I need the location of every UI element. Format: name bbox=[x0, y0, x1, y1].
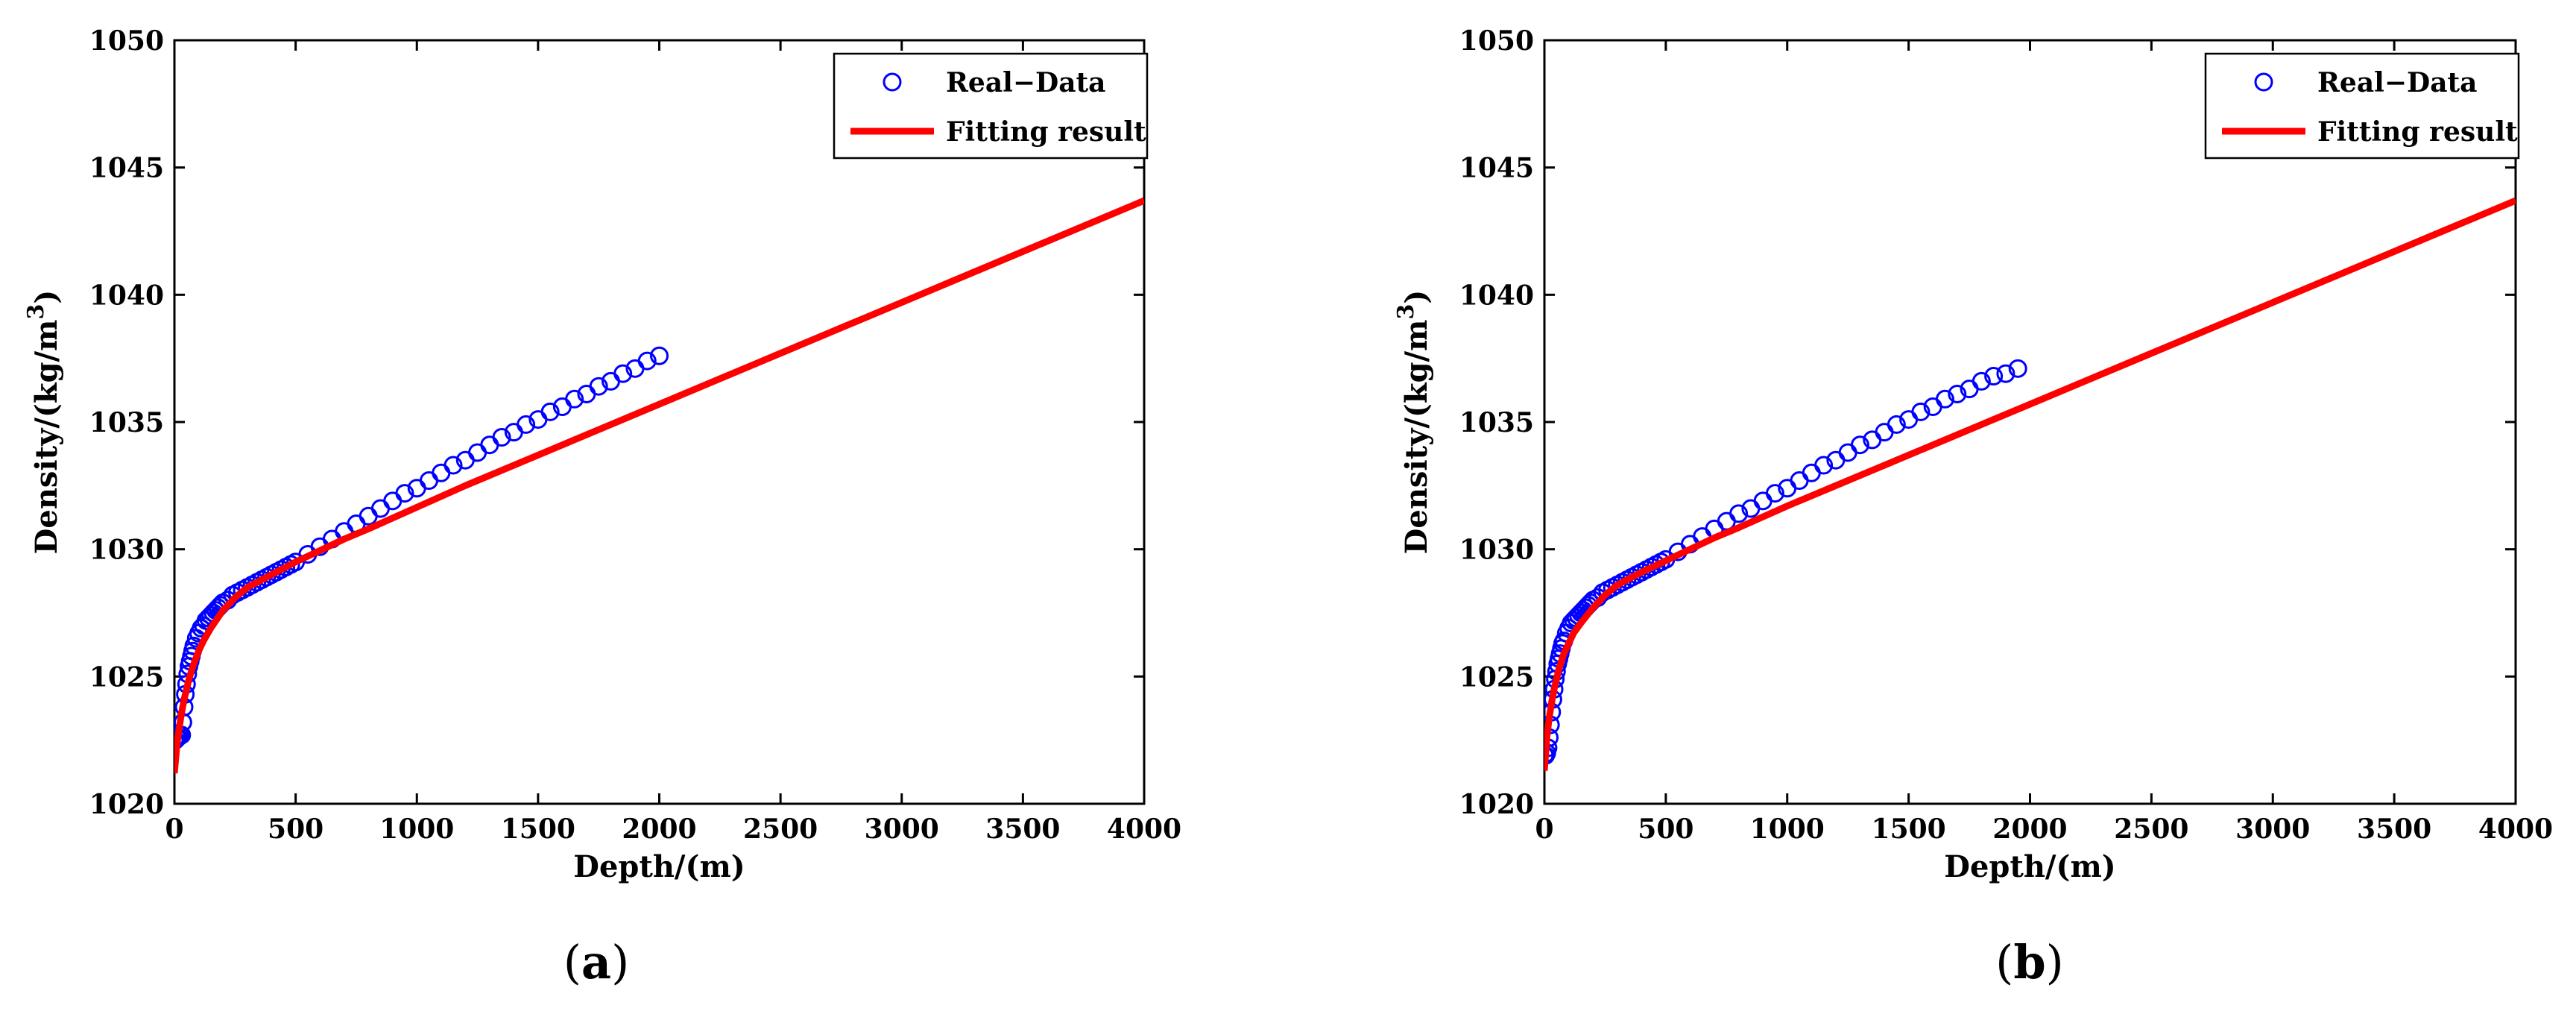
data-layer bbox=[174, 197, 1144, 774]
panel-caption-letter: a bbox=[581, 935, 611, 989]
real-data-point bbox=[1850, 435, 1869, 455]
real-data-point bbox=[443, 456, 463, 475]
x-tick-label: 1500 bbox=[1872, 813, 1946, 845]
y-axis-label-end: ) bbox=[1399, 290, 1434, 304]
y-axis-label-end: ) bbox=[29, 290, 64, 304]
y-tick-label: 1050 bbox=[89, 25, 164, 57]
legend-box bbox=[833, 52, 1149, 160]
real-data-point bbox=[1729, 504, 1749, 523]
y-axis-label-main: Density/(kg/m bbox=[1399, 320, 1434, 555]
y-tick-label: 1050 bbox=[1459, 25, 1534, 57]
real-data-point bbox=[650, 346, 669, 365]
real-data-point bbox=[1996, 364, 2015, 383]
real-data-point bbox=[1838, 443, 1857, 462]
x-tick-label: 3500 bbox=[2357, 813, 2431, 845]
real-data-point bbox=[540, 402, 560, 421]
legend: Real−Data Fitting result bbox=[2204, 52, 2520, 160]
x-axis-label: Depth/(m) bbox=[1944, 849, 2115, 884]
data-layer bbox=[1544, 197, 2516, 771]
real-data-point bbox=[1972, 371, 1991, 391]
legend: Real−Data Fitting result bbox=[833, 52, 1149, 160]
y-tick-label: 1040 bbox=[1459, 280, 1534, 311]
real-data-point bbox=[359, 506, 378, 526]
x-tick-label: 3000 bbox=[865, 813, 939, 845]
y-tick-label: 1025 bbox=[89, 661, 164, 693]
real-data-point bbox=[420, 471, 439, 491]
x-tick-label: 4000 bbox=[1107, 813, 1181, 845]
x-tick-label: 2500 bbox=[2114, 813, 2188, 845]
real-data-point bbox=[1765, 484, 1784, 503]
x-axis-label: Depth/(m) bbox=[573, 849, 745, 884]
y-axis-label: Density/(kg/m3) bbox=[23, 290, 64, 555]
y-axis-label-superscript: 3 bbox=[1393, 304, 1419, 320]
fitting-result-line bbox=[1544, 197, 2516, 771]
real-data-point bbox=[370, 499, 390, 518]
y-axis-label: Density/(kg/m3) bbox=[1393, 290, 1434, 555]
real-data-point bbox=[480, 435, 499, 455]
x-tick-label: 1500 bbox=[501, 813, 575, 845]
real-data-point bbox=[589, 377, 608, 396]
panel-b: 0 500 1000 1500 2000 2500 3000 3500 4000 1020 1025… bbox=[1393, 25, 2553, 989]
y-axis-label-superscript: 3 bbox=[23, 304, 49, 320]
panel-caption: (b) bbox=[1995, 935, 2064, 989]
panel-a: 0 500 1000 1500 2000 2500 3000 3500 4000 1020 1025… bbox=[23, 25, 1181, 989]
legend-fitting-label: Fitting result bbox=[946, 116, 1146, 148]
real-data-point bbox=[492, 427, 511, 447]
legend-real-data-label: Real−Data bbox=[946, 67, 1106, 98]
panel-caption-letter: b bbox=[2013, 935, 2045, 989]
real-data-point bbox=[1753, 491, 1772, 511]
y-tick-label: 1020 bbox=[1459, 789, 1534, 820]
x-tick-label: 3000 bbox=[2235, 813, 2310, 845]
x-tick-label: 2500 bbox=[743, 813, 818, 845]
real-data-point bbox=[1790, 471, 1809, 491]
y-tick-label: 1040 bbox=[89, 280, 164, 311]
real-data-point bbox=[1887, 415, 1906, 434]
real-data-point bbox=[565, 389, 584, 409]
y-tick-label: 1045 bbox=[89, 153, 164, 184]
x-tick-label: 0 bbox=[1535, 813, 1553, 845]
y-tick-label: 1025 bbox=[1459, 661, 1534, 693]
y-tick-label: 1035 bbox=[1459, 407, 1534, 438]
x-tick-label: 3500 bbox=[985, 813, 1060, 845]
y-tick-label: 1020 bbox=[89, 789, 164, 820]
real-data-point bbox=[395, 484, 414, 503]
real-data-point bbox=[613, 364, 633, 383]
y-tick-label: 1045 bbox=[1459, 153, 1534, 184]
real-data-point bbox=[432, 463, 451, 482]
real-data-point bbox=[1984, 367, 2004, 386]
legend-real-data-marker bbox=[2254, 72, 2273, 92]
real-data-point bbox=[637, 351, 657, 371]
x-tick-label: 500 bbox=[268, 813, 323, 845]
y-tick-label: 1030 bbox=[1459, 535, 1534, 566]
y-tick-label: 1035 bbox=[89, 407, 164, 438]
real-data-point bbox=[383, 491, 402, 511]
x-tick-label: 500 bbox=[1638, 813, 1693, 845]
real-data-point bbox=[517, 415, 536, 434]
real-data-point bbox=[1948, 384, 1967, 403]
x-tick-label: 4000 bbox=[2478, 813, 2553, 845]
x-tick-label: 2000 bbox=[622, 813, 696, 845]
real-data-point bbox=[2008, 359, 2027, 378]
legend-real-data-marker bbox=[883, 72, 902, 92]
real-data-point bbox=[1935, 389, 1954, 409]
y-tick-label: 1030 bbox=[89, 535, 164, 566]
real-data-point bbox=[1814, 456, 1834, 475]
real-data-point bbox=[1802, 463, 1821, 482]
y-axis-label-main: Density/(kg/m bbox=[29, 320, 64, 555]
real-data-point bbox=[1911, 402, 1931, 421]
panel-caption: (a) bbox=[564, 935, 630, 989]
fitting-result-line bbox=[174, 197, 1144, 774]
real-data-point bbox=[174, 731, 184, 750]
real-data-point bbox=[1875, 423, 1894, 442]
x-tick-label: 1000 bbox=[379, 813, 454, 845]
x-tick-label: 0 bbox=[165, 813, 183, 845]
real-data-point bbox=[468, 443, 487, 462]
x-tick-label: 2000 bbox=[1992, 813, 2067, 845]
x-tick-label: 1000 bbox=[1750, 813, 1825, 845]
legend-box bbox=[2204, 52, 2520, 160]
legend-fitting-label: Fitting result bbox=[2317, 116, 2518, 148]
legend-real-data-label: Real−Data bbox=[2317, 67, 2478, 98]
